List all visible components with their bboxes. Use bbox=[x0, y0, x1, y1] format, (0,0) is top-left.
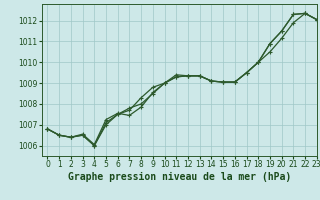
X-axis label: Graphe pression niveau de la mer (hPa): Graphe pression niveau de la mer (hPa) bbox=[68, 172, 291, 182]
